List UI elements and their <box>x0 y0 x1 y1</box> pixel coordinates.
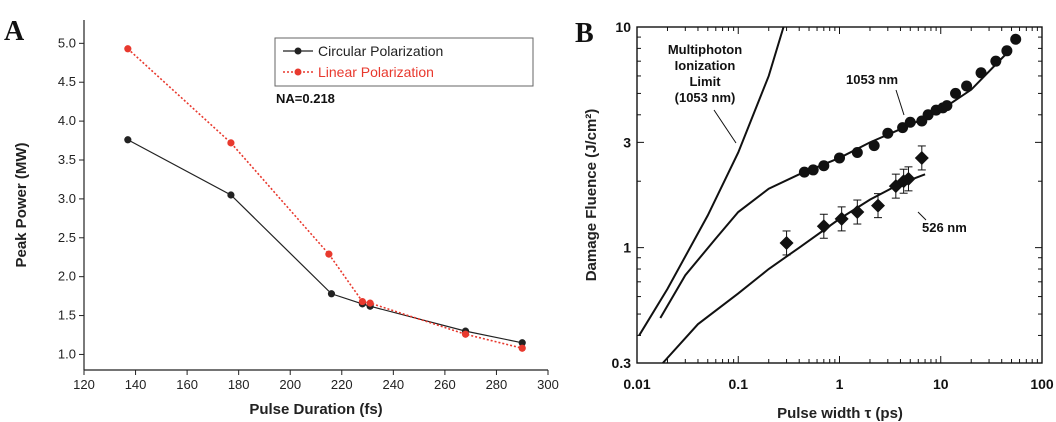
data-point-linear <box>366 299 374 307</box>
panel-b-y-label: Damage Fluence (J/cm²) <box>583 109 600 282</box>
data-point-526nm <box>901 171 916 186</box>
data-point-526nm <box>816 219 831 234</box>
data-point-1053nm <box>897 122 909 134</box>
data-point-1053nm <box>818 160 830 172</box>
data-point-1053nm <box>941 100 953 112</box>
data-point-circular <box>518 339 526 347</box>
x-tick-label: 160 <box>176 377 198 392</box>
legend-label-linear: Linear Polarization <box>318 64 434 80</box>
data-point-526nm <box>870 198 885 213</box>
data-point-1053nm <box>904 116 916 128</box>
y-tick-label: 0.3 <box>612 355 632 371</box>
legend-marker-circular <box>294 47 302 55</box>
y-tick-label: 2.5 <box>58 230 76 245</box>
anno-limit: Limit <box>689 74 721 89</box>
panel-a-y-label: Peak Power (MW) <box>13 142 30 267</box>
data-point-linear <box>124 45 132 53</box>
data-point-526nm <box>779 235 794 250</box>
y-tick-label: 3.0 <box>58 191 76 206</box>
anno-limit-pointer <box>713 109 737 144</box>
y-tick-label: 5.0 <box>58 35 76 50</box>
data-point-linear <box>461 330 470 338</box>
fit-curve <box>638 26 785 336</box>
x-tick-label: 140 <box>125 377 147 392</box>
y-tick-label: 1.5 <box>58 308 76 323</box>
panel-b: B 0.01 0.1 1 10 100 0.3 1 3 10 Pulse width τ (ps… <box>575 18 1054 422</box>
anno-1053-limit: (1053 nm) <box>675 90 736 105</box>
anno-526nm: 526 nm <box>922 220 967 235</box>
data-point-linear <box>227 139 235 147</box>
panel-a-plot-area <box>124 45 526 352</box>
x-tick-label: 300 <box>537 377 559 392</box>
panel-a-na-annotation: NA=0.218 <box>276 91 335 106</box>
data-point-1053nm <box>798 166 810 178</box>
data-point-526nm <box>914 150 929 165</box>
x-tick-label: 10 <box>933 376 949 392</box>
data-point-526nm <box>834 211 849 226</box>
data-point-1053nm <box>882 127 894 139</box>
panel-b-label: B <box>575 18 594 49</box>
anno-1053nm: 1053 nm <box>846 72 898 87</box>
panel-a-ticks: 120 140 160 180 200 220 240 260 280 300 1.0 1.5 2.0 2… <box>58 35 559 392</box>
y-tick-label: 4.5 <box>58 74 76 89</box>
y-tick-label: 1 <box>623 240 631 256</box>
data-point-526nm <box>850 205 865 220</box>
x-tick-label: 280 <box>486 377 508 392</box>
x-tick-label: 100 <box>1030 376 1054 392</box>
x-tick-label: 240 <box>382 377 404 392</box>
data-point-linear <box>518 344 526 352</box>
y-tick-label: 10 <box>615 19 631 35</box>
data-point-1053nm <box>961 80 973 92</box>
y-tick-label: 3 <box>623 134 631 150</box>
data-point-1053nm <box>1010 33 1022 45</box>
legend-marker-linear <box>294 68 302 76</box>
data-point-linear <box>358 297 366 306</box>
panel-a-x-label: Pulse Duration (fs) <box>249 401 382 418</box>
legend-box <box>274 37 534 87</box>
panel-a: A 120 140 160 180 200 220 240 260 280 300 1.0 1.5 2.… <box>4 16 559 418</box>
data-point-circular <box>124 136 132 144</box>
panel-a-label: A <box>4 16 25 47</box>
data-point-1053nm <box>990 55 1002 67</box>
data-point-1053nm <box>807 164 819 176</box>
data-point-1053nm <box>922 109 934 121</box>
x-tick-label: 120 <box>73 377 95 392</box>
data-point-1053nm <box>834 152 845 164</box>
x-tick-label: 180 <box>228 377 250 392</box>
panel-b-plot-area <box>638 26 1022 364</box>
y-tick-label: 2.0 <box>58 269 76 284</box>
panel-b-x-label: Pulse width τ (ps) <box>777 405 903 422</box>
anno-526nm-pointer <box>917 211 927 221</box>
panel-a-legend: Circular Polarization Linear Polarizatio… <box>274 37 534 87</box>
x-tick-label: 0.1 <box>729 376 749 392</box>
data-point-1053nm <box>975 67 987 79</box>
anno-ionization: Ionization <box>675 58 736 73</box>
data-point-1053nm <box>950 87 962 99</box>
x-tick-label: 260 <box>434 377 456 392</box>
panel-b-ticks: 0.01 0.1 1 10 100 0.3 1 3 10 <box>612 19 1054 392</box>
series-line-circular <box>127 139 523 344</box>
x-tick-label: 1 <box>836 376 844 392</box>
panel-b-annotations: Multiphoton Ionization Limit (1053 nm) 1… <box>668 42 967 235</box>
data-point-1053nm <box>1001 45 1013 57</box>
y-tick-label: 4.0 <box>58 113 76 128</box>
anno-1053nm-pointer <box>895 89 905 116</box>
x-tick-label: 200 <box>279 377 301 392</box>
data-point-circular <box>227 191 235 199</box>
data-point-circular <box>327 290 336 298</box>
y-tick-label: 3.5 <box>58 152 76 167</box>
data-point-1053nm <box>851 146 863 158</box>
x-tick-label: 220 <box>331 377 353 392</box>
x-tick-label: 0.01 <box>623 376 650 392</box>
anno-multiphoton: Multiphoton <box>668 42 742 57</box>
fit-curve <box>662 173 926 364</box>
y-tick-label: 1.0 <box>58 346 76 361</box>
data-point-1053nm <box>868 140 880 152</box>
legend-label-circular: Circular Polarization <box>318 43 443 59</box>
data-point-linear <box>325 250 333 258</box>
